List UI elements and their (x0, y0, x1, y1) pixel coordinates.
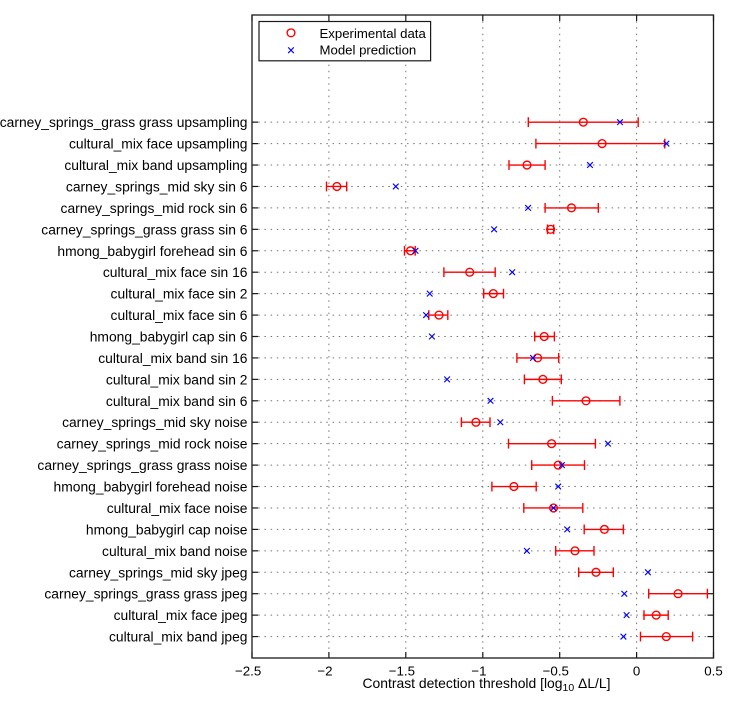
svg-text:Model prediction: Model prediction (320, 43, 417, 58)
svg-text:−2.5: −2.5 (235, 663, 261, 678)
svg-text:0: 0 (633, 663, 640, 678)
svg-text:hmong_babygirl forehead noise: hmong_babygirl forehead noise (54, 479, 248, 495)
svg-text:Experimental data: Experimental data (320, 26, 427, 41)
svg-text:cultural_mix band sin 2: cultural_mix band sin 2 (106, 371, 248, 387)
svg-text:hmong_babygirl forehead sin 6: hmong_babygirl forehead sin 6 (57, 243, 247, 259)
svg-text:carney_springs_mid sky noise: carney_springs_mid sky noise (62, 414, 248, 430)
svg-text:−0.5: −0.5 (543, 663, 569, 678)
svg-text:cultural_mix face jpeg: cultural_mix face jpeg (114, 607, 248, 623)
svg-text:carney_springs_mid rock noise: carney_springs_mid rock noise (57, 436, 248, 452)
svg-text:cultural_mix band noise: cultural_mix band noise (102, 543, 248, 559)
svg-text:cultural_mix band sin 16: cultural_mix band sin 16 (98, 350, 248, 366)
svg-text:carney_springs_grass grass ups: carney_springs_grass grass upsampling (0, 114, 248, 130)
svg-text:cultural_mix band upsampling: cultural_mix band upsampling (64, 157, 247, 173)
svg-text:hmong_babygirl cap sin 6: hmong_babygirl cap sin 6 (90, 329, 248, 345)
svg-text:0.5: 0.5 (704, 663, 723, 678)
svg-text:carney_springs_grass grass jpe: carney_springs_grass grass jpeg (44, 586, 247, 602)
svg-text:cultural_mix face upsampling: cultural_mix face upsampling (69, 136, 248, 152)
svg-text:cultural_mix face sin 2: cultural_mix face sin 2 (111, 286, 248, 302)
svg-text:carney_springs_mid sky jpeg: carney_springs_mid sky jpeg (69, 564, 248, 580)
svg-text:cultural_mix band sin 6: cultural_mix band sin 6 (106, 393, 248, 409)
svg-text:carney_springs_mid rock sin 6: carney_springs_mid rock sin 6 (61, 200, 248, 216)
svg-text:cultural_mix band jpeg: cultural_mix band jpeg (109, 629, 248, 645)
svg-text:cultural_mix face sin 6: cultural_mix face sin 6 (111, 307, 248, 323)
svg-text:−1.5: −1.5 (389, 663, 415, 678)
svg-text:−2: −2 (317, 663, 332, 678)
svg-text:carney_springs_mid sky sin 6: carney_springs_mid sky sin 6 (66, 178, 248, 194)
svg-text:carney_springs_grass grass sin: carney_springs_grass grass sin 6 (41, 221, 248, 237)
svg-text:−1: −1 (471, 663, 486, 678)
svg-text:Contrast detection threshold [: Contrast detection threshold [log10 ΔL/L… (363, 675, 611, 694)
svg-text:cultural_mix face sin 16: cultural_mix face sin 16 (103, 264, 248, 280)
svg-text:carney_springs_grass grass noi: carney_springs_grass grass noise (37, 457, 247, 473)
svg-text:cultural_mix face noise: cultural_mix face noise (107, 500, 248, 516)
svg-text:hmong_babygirl cap noise: hmong_babygirl cap noise (86, 521, 248, 537)
